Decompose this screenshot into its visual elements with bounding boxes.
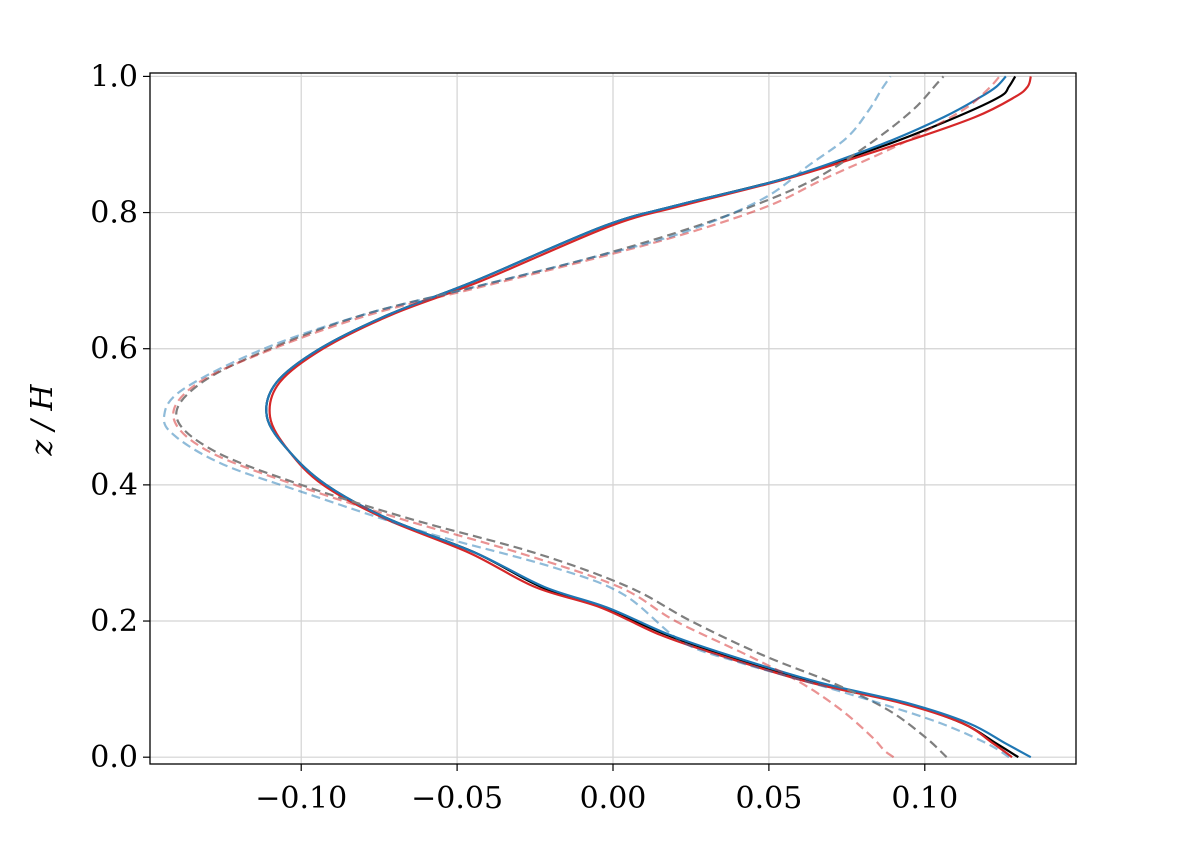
y-tick-label: 0.2 xyxy=(90,604,138,639)
series-line-4 xyxy=(175,75,948,758)
x-tick-label: 0.05 xyxy=(735,781,802,816)
grid xyxy=(150,73,1076,764)
x-axis-ticks: −0.10 −0.05 0.00 0.05 0.10 xyxy=(255,764,958,816)
y-axis-label: z / H xyxy=(25,384,60,457)
y-tick-label: 0.8 xyxy=(90,196,138,231)
x-tick-label: −0.10 xyxy=(255,781,347,816)
y-axis-ticks: 0.0 0.2 0.4 0.6 0.8 1.0 xyxy=(90,59,150,775)
x-tick-label: 0.10 xyxy=(891,781,958,816)
y-tick-label: 1.0 xyxy=(90,59,138,94)
series-line-3 xyxy=(265,75,1032,759)
series-line-6 xyxy=(162,75,1010,759)
y-tick-label: 0.6 xyxy=(90,332,138,367)
series-layer xyxy=(162,75,1032,759)
series-line-5 xyxy=(172,75,1001,759)
y-tick-label: 0.4 xyxy=(90,468,138,503)
x-tick-label: −0.05 xyxy=(411,781,503,816)
x-tick-label: 0.00 xyxy=(580,781,647,816)
y-tick-label: 0.0 xyxy=(90,740,138,775)
